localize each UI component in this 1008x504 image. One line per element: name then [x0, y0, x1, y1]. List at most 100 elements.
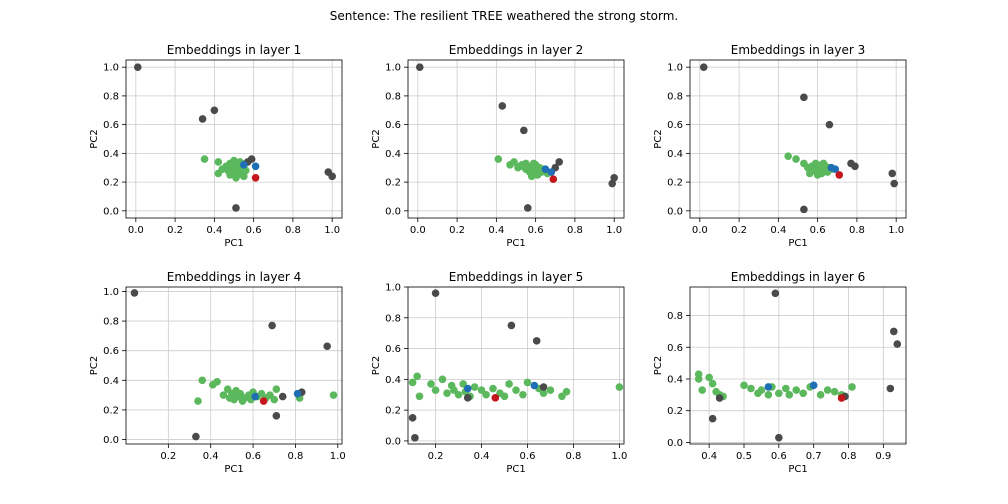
chart-5-filler-point [408, 378, 417, 387]
chart-6-filler-point [698, 386, 706, 394]
chart-1-y-tick-label: 1.0 [103, 63, 119, 74]
chart-2-x-tick-label: 0.8 [567, 225, 583, 236]
chart-6-other-point [890, 327, 898, 336]
chart-6-target-point [837, 394, 846, 402]
chart-2-other-point [415, 63, 424, 71]
chart-2-filler-point [522, 159, 530, 168]
chart-6-filler-point [823, 386, 832, 394]
chart-4-y-tick-label: 1.0 [103, 287, 119, 298]
chart-1-y-tick-label: 0.2 [103, 178, 119, 189]
chart-5-filler-point [477, 386, 486, 394]
chart-1-y-tick-label: 0.8 [103, 91, 119, 102]
chart-2-y-tick-label: 0.6 [385, 120, 401, 131]
chart-2-other-point [520, 126, 528, 135]
chart-4-x-tick-label: 0.2 [160, 451, 176, 462]
chart-4-panel: 0.2 0.4 0.6 0.8 1.0 0.0 0.2 0.4 0.6 0.8 1.0 Embeddi… [89, 270, 346, 475]
chart-4-x-tick-label: 0.8 [287, 451, 303, 462]
chart-6-filler-point [740, 381, 748, 390]
chart-2-filler-point [494, 155, 503, 163]
chart-6-y-tick-label: 0.0 [667, 438, 683, 449]
chart-6-filler-point [792, 386, 801, 394]
chart-6-filler-point [816, 391, 825, 399]
chart-1-other-point [198, 115, 207, 123]
chart-1-tree-point [240, 161, 248, 169]
chart-2-tree-point [541, 165, 550, 173]
chart-2-x-tick-label: 1.0 [606, 225, 622, 236]
chart-1-panel: 0.0 0.2 0.4 0.6 0.8 1.0 0.0 0.2 0.4 0.6 0.8 1.0 Embe… [89, 43, 343, 249]
chart-1-other-point [232, 204, 240, 212]
chart-6-tree-point [809, 381, 818, 390]
chart-2-title: Embeddings in layer 2 [449, 43, 583, 57]
chart-4-y-tick-label: 0.6 [103, 346, 119, 357]
chart-3-target-point [835, 171, 844, 179]
chart-3-x-tick-label: 0.2 [731, 225, 747, 236]
chart-5-filler-point [427, 380, 435, 388]
chart-4-other-point [272, 412, 281, 420]
chart-4-other-point [192, 432, 200, 441]
chart-1-filler-point [218, 165, 227, 173]
chart-4-other-point [278, 392, 287, 401]
chart-6-other-point [715, 394, 724, 402]
chart-1-tree-point [251, 162, 260, 171]
chart-4-target-point [259, 397, 268, 405]
chart-3-y-tick-label: 0.4 [667, 149, 683, 160]
chart-4-filler-point [198, 376, 207, 385]
chart-2-x-tick-label: 0.4 [488, 225, 504, 236]
chart-6-other-point [775, 433, 783, 442]
chart-6-filler-point [775, 389, 783, 398]
chart-3-x-axis-label: PC1 [788, 238, 807, 249]
chart-2-filler-point [527, 172, 536, 181]
chart-3-other-point [800, 93, 808, 102]
chart-6-x-tick-label: 0.4 [701, 451, 717, 462]
chart-6-filler-point [848, 383, 856, 391]
chart-5-other-point [463, 394, 472, 402]
chart-5-other-point [411, 434, 419, 442]
figure-suptitle: Sentence: The resilient TREE weathered t… [330, 9, 679, 23]
chart-1-x-tick-label: 0.8 [285, 225, 301, 236]
chart-6-y-tick-label: 0.4 [667, 374, 683, 385]
chart-4-filler-point [219, 391, 228, 399]
chart-2-other-point [610, 173, 618, 182]
chart-4-other-point [268, 321, 276, 330]
chart-5-y-tick-label: 0.4 [385, 375, 401, 386]
chart-6-panel: 0.4 0.5 0.6 0.7 0.8 0.9 0.0 0.2 0.4 0.6 0.8 Embeddi… [653, 270, 907, 475]
chart-1-y-tick-label: 0.4 [103, 149, 119, 160]
chart-5-filler-point [454, 390, 463, 399]
chart-4-x-tick-label: 1.0 [330, 451, 346, 462]
chart-5-axes-frame [407, 286, 625, 445]
chart-3-axes-frame [689, 59, 907, 219]
chart-3-filler-point [817, 169, 826, 178]
chart-2-y-tick-label: 0.0 [385, 206, 401, 217]
chart-2-tree-point [547, 168, 556, 176]
chart-1-title: Embeddings in layer 1 [167, 43, 301, 57]
chart-5-y-tick-label: 0.2 [385, 406, 401, 417]
chart-6-filler-point [747, 384, 755, 393]
chart-4-axes-frame [125, 286, 343, 445]
chart-3-y-axis-label: PC2 [653, 129, 664, 148]
chart-6-x-tick-label: 0.7 [806, 451, 822, 462]
chart-5-filler-point [519, 390, 527, 399]
chart-2-target-point [549, 175, 558, 184]
chart-6-filler-point [757, 386, 766, 394]
chart-6-other-point [708, 414, 717, 423]
chart-5-x-tick-label: 0.4 [474, 451, 490, 462]
chart-6-filler-point [830, 387, 839, 396]
chart-4-other-point [130, 289, 139, 297]
chart-2-y-tick-label: 1.0 [385, 63, 401, 74]
chart-2-y-axis-label: PC2 [371, 129, 382, 148]
chart-1-target-point [251, 173, 260, 182]
chart-2-filler-point [510, 158, 518, 166]
chart-2-x-tick-label: 0.2 [449, 225, 465, 236]
chart-6-filler-point [705, 373, 713, 382]
chart-5-filler-point [523, 378, 532, 387]
chart-6-y-axis-label: PC2 [653, 356, 664, 375]
chart-4-filler-point [238, 397, 247, 405]
chart-4-title: Embeddings in layer 4 [167, 270, 301, 284]
chart-1-axes-frame [125, 59, 343, 219]
chart-5-filler-point [438, 375, 447, 384]
chart-4-tree-point [251, 392, 259, 401]
chart-2-x-tick-label: 0.0 [410, 225, 426, 236]
chart-5-y-tick-label: 0.8 [385, 313, 401, 324]
chart-5-filler-point [615, 383, 624, 391]
chart-5-filler-point [489, 384, 497, 393]
